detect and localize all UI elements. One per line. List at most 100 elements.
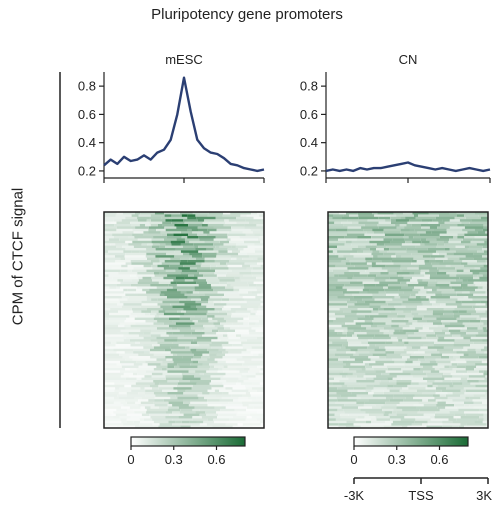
heatmap-cell	[328, 404, 345, 407]
heatmap-cell	[177, 327, 192, 330]
heatmap-cell	[470, 344, 488, 347]
heatmap-cell	[397, 279, 411, 282]
heatmap-cell	[260, 423, 264, 426]
heatmap-cell	[328, 248, 334, 251]
heatmap-cell	[136, 368, 154, 371]
heatmap-cell	[207, 389, 215, 393]
heatmap-cell	[404, 363, 421, 366]
heatmap-cell	[109, 317, 126, 321]
heatmap-cell	[202, 392, 210, 395]
heatmap-cell	[192, 291, 199, 294]
heatmap-cell	[363, 404, 376, 407]
heatmap-cell	[328, 344, 343, 347]
heatmap-cell	[198, 360, 218, 364]
heatmap-cell	[226, 274, 244, 278]
heatmap-cell	[242, 264, 251, 268]
heatmap-cell	[176, 281, 197, 285]
heatmap-cell	[114, 224, 131, 227]
heatmap-cell	[401, 243, 421, 246]
heatmap-cell	[206, 305, 224, 309]
heatmap-cell	[390, 216, 401, 220]
heatmap-cell	[191, 341, 198, 345]
heatmap-cell	[156, 286, 173, 290]
heatmap-cell	[204, 332, 217, 335]
heatmap-cell	[236, 382, 241, 386]
heatmap-cell	[192, 231, 204, 234]
heatmap-cell	[236, 334, 241, 338]
heatmap-cell	[108, 274, 131, 278]
heatmap-cell	[436, 317, 457, 321]
heatmap-cell	[185, 310, 208, 314]
heatmap-cell	[381, 260, 392, 263]
heatmap-cell	[119, 416, 131, 419]
heatmap-cell	[393, 384, 408, 388]
heatmap-cell	[369, 423, 392, 426]
heatmap-cell	[461, 284, 468, 287]
heatmap-cell	[376, 245, 387, 249]
heatmap-cell	[432, 365, 445, 369]
heatmap-cell	[436, 245, 456, 249]
heatmap-cell	[227, 332, 250, 335]
heatmap-cell	[460, 262, 468, 266]
heatmap-cell	[371, 243, 377, 246]
heatmap-cell	[432, 303, 441, 306]
heatmap-cell	[356, 401, 365, 405]
heatmap-cell	[104, 298, 119, 302]
heatmap-cell	[144, 392, 154, 395]
heatmap-cell	[182, 356, 194, 359]
heatmap-cell	[248, 329, 256, 333]
heatmap-cell	[464, 226, 484, 230]
heatmap-cell	[178, 416, 193, 419]
heatmap-cell	[388, 413, 397, 417]
heatmap-cell	[225, 372, 242, 376]
heatmap-cell	[231, 312, 251, 316]
heatmap-cell	[328, 260, 342, 263]
heatmap-cell	[328, 214, 334, 218]
heatmap-cell	[433, 322, 443, 326]
heatmap-cell	[401, 368, 414, 371]
heatmap-cell	[144, 418, 153, 422]
heatmap-cell	[226, 310, 236, 314]
heatmap-cell	[393, 394, 415, 398]
heatmap-cell	[192, 320, 198, 323]
heatmap-cell	[172, 341, 191, 345]
heatmap-cell	[177, 382, 197, 386]
heatmap-cell	[199, 372, 204, 376]
heatmap-cell	[192, 416, 202, 419]
heatmap-cell	[190, 317, 202, 321]
heatmap-cell	[257, 411, 264, 414]
heatmap-cell	[113, 401, 121, 405]
heatmap-cell	[328, 408, 338, 412]
heatmap-cell	[442, 219, 450, 222]
heatmap-cell	[151, 264, 158, 268]
heatmap-cell	[335, 252, 351, 256]
heatmap-cell	[339, 308, 358, 311]
heatmap-cell	[338, 274, 354, 278]
heatmap-cell	[189, 346, 212, 350]
heatmap-cell	[343, 214, 349, 218]
heatmap-cell	[344, 315, 365, 318]
heatmap-cell	[104, 260, 116, 263]
heatmap-cell	[133, 231, 144, 234]
heatmap-cell	[179, 262, 196, 266]
heatmap-cell	[442, 293, 457, 297]
heatmap-cell	[426, 372, 444, 376]
heatmap-cell	[257, 257, 264, 261]
heatmap-cell	[238, 396, 249, 400]
heatmap-cell	[260, 298, 264, 302]
heatmap-cell	[414, 272, 421, 275]
heatmap-cell	[191, 423, 200, 426]
heatmap-cell	[408, 284, 428, 287]
heatmap-cell	[371, 418, 377, 422]
heatmap-cell	[155, 255, 175, 258]
heatmap-cell	[453, 348, 463, 352]
heatmap-cell	[364, 416, 376, 419]
heatmap-cell	[170, 281, 177, 285]
heatmap-cell	[328, 264, 336, 268]
heatmap-cell	[219, 389, 232, 393]
heatmap-cell	[372, 320, 392, 323]
y-tick-label-1-3: 0.2	[300, 163, 318, 178]
heatmap-cell	[372, 406, 382, 410]
heatmap-cell	[464, 411, 479, 414]
heatmap-cell	[414, 286, 424, 290]
